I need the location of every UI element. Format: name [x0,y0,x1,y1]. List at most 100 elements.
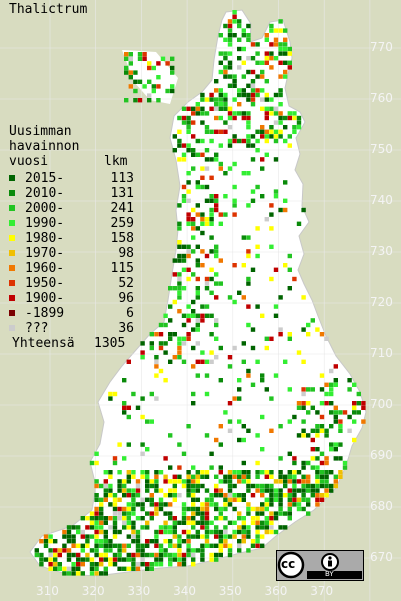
observation-cell [99,502,104,507]
observation-cell [214,437,219,443]
observation-cell [310,465,315,470]
observation-cell [168,318,173,323]
observation-cell [145,562,150,567]
observation-cell [209,106,214,111]
legend-row: 2000- 241 [9,201,134,216]
observation-cell [99,511,104,516]
observation-cell [218,543,223,548]
observation-cell [172,355,177,360]
observation-cell [103,483,108,489]
observation-cell [264,529,269,535]
legend-total-count: 1305 [94,336,126,351]
observation-cell [195,258,200,263]
observation-cell [333,378,338,383]
observation-cell [296,488,302,493]
observation-cell [227,33,233,38]
observation-cell [89,525,95,530]
observation-cell [177,290,182,295]
observation-cell [172,286,177,291]
observation-cell [260,506,265,512]
observation-cell [71,525,76,530]
observation-cell [232,203,237,208]
observation-cell [112,557,118,562]
observation-cell [140,543,145,548]
observation-cell [292,483,297,489]
observation-cell [191,548,196,553]
observation-cell [310,405,315,410]
observation-cell [333,419,338,424]
observation-cell [255,92,260,98]
observation-cell [218,161,223,167]
observation-cell [131,539,136,544]
observation-cell [250,97,256,102]
observation-cell [227,355,233,360]
observation-cell [195,479,200,484]
observation-cell [352,437,357,443]
observation-cell [232,497,237,502]
observation-cell [287,332,292,337]
observation-cell [140,557,145,562]
observation-cell [269,516,274,521]
observation-cell [172,488,177,493]
observation-cell [269,134,274,139]
observation-cell [126,474,131,479]
observation-cell [223,506,228,512]
observation-cell [246,281,251,286]
observation-cell [204,539,210,544]
observation-cell [209,235,214,240]
observation-cell [204,511,210,516]
observation-cell [186,115,191,121]
observation-cell [186,318,191,323]
observation-cell [292,414,297,420]
observation-cell [131,562,136,567]
observation-cell [204,488,210,493]
observation-cell [204,184,210,190]
observation-cell [131,529,136,535]
observation-cell [140,470,145,475]
observation-cell [246,111,251,116]
observation-cell [172,493,177,498]
observation-cell [122,557,127,562]
observation-cell [246,83,251,88]
observation-cell [250,327,256,332]
observation-cell [227,115,233,121]
observation-cell [158,506,164,512]
observation-cell [181,157,187,162]
observation-cell [181,451,187,456]
observation-cell [108,562,113,567]
observation-cell [112,460,118,466]
observation-cell [186,529,191,535]
observation-cell [80,516,85,521]
observation-cell [356,401,361,406]
observation-cell [172,529,177,535]
observation-cell [163,479,168,484]
observation-cell [306,488,311,493]
observation-cell [94,516,99,521]
observation-cell [246,368,251,374]
observation-cell [246,171,251,176]
observation-cell [218,378,223,383]
observation-cell [329,410,334,415]
observation-cell [278,525,283,530]
observation-cell [122,483,127,489]
observation-cell [227,401,233,406]
observation-cell [145,479,150,484]
observation-cell [168,529,173,535]
observation-cell [264,138,269,144]
observation-cell [76,571,81,576]
observation-cell [177,244,182,249]
observation-cell [108,396,113,401]
license-badge[interactable]: cc BY [276,550,364,581]
observation-cell [177,157,182,162]
observation-cell [204,97,210,102]
observation-cell [181,194,187,199]
observation-cell [209,212,214,217]
observation-cell [296,350,302,355]
observation-cell [246,97,251,102]
observation-cell [306,511,311,516]
observation-cell [223,543,228,548]
observation-cell [149,511,154,516]
observation-cell [278,102,283,107]
observation-cell [329,424,334,429]
observation-cell [80,543,85,548]
